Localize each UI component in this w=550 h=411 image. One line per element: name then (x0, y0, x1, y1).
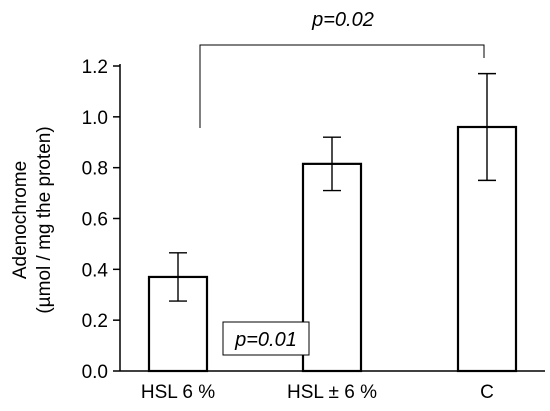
error-bars (169, 72, 496, 302)
y-axis-title-line2: (µmol / mg the proten) (34, 126, 55, 313)
x-tick-label: HSL 6 % (141, 382, 215, 403)
annotations: p=0.02 p=0.01 (199, 9, 485, 356)
p-value-label: p=0.02 (311, 9, 374, 31)
y-tick-label: 1.0 (82, 108, 108, 129)
p-value-box (222, 321, 310, 356)
y-tick-label: 0.0 (82, 362, 108, 383)
y-tick-label: 0.2 (82, 311, 108, 332)
bar (301, 162, 363, 373)
y-axis-title-line1: Adenochrome (10, 161, 31, 279)
y-tick-label: 0.6 (82, 210, 108, 231)
significance-bracket (199, 44, 485, 128)
x-tick-label: C (480, 382, 494, 403)
p-value-label: p=0.01 (234, 329, 297, 351)
y-tick-label: 0.8 (82, 159, 108, 180)
x-tick-labels: HSL 6 % HSL ± 6 % C (141, 382, 494, 403)
y-axis-title: Adenochrome (µmol / mg the proten) (10, 126, 55, 313)
y-ticks: 0.0 0.2 0.4 0.6 0.8 1.0 1.2 (82, 57, 120, 383)
x-tick-label: HSL ± 6 % (287, 382, 377, 403)
y-tick-label: 0.4 (82, 260, 109, 281)
y-tick-label: 1.2 (82, 57, 108, 78)
